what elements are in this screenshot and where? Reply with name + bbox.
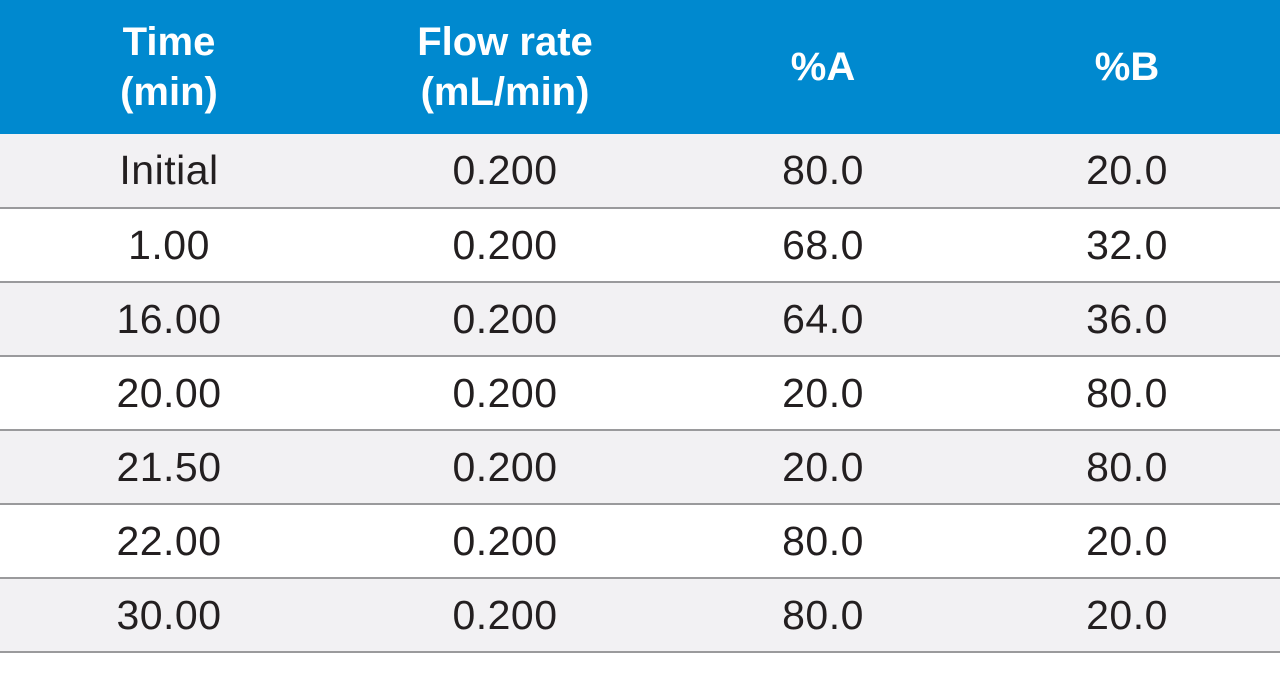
table-row: 21.50 0.200 20.0 80.0 [0,430,1280,505]
cell-percent-a: 80.0 [672,504,974,579]
cell-time: 20.00 [0,356,338,431]
table-row: 16.00 0.200 64.0 36.0 [0,282,1280,357]
header-percent-a-label: %A [790,45,856,89]
cell-percent-a: 68.0 [672,208,974,283]
cell-percent-b: 20.0 [974,578,1280,653]
table-row: 30.00 0.200 80.0 20.0 [0,578,1280,653]
cell-percent-a: 20.0 [672,430,974,505]
header-percent-b: %B [974,0,1280,134]
header-time-unit: (min) [120,70,218,114]
cell-flow-rate: 0.200 [338,208,672,283]
cell-percent-b: 80.0 [974,356,1280,431]
cell-percent-a: 64.0 [672,282,974,357]
header-percent-b-label: %B [1094,45,1160,89]
cell-percent-b: 20.0 [974,134,1280,209]
header-time-label: Time [122,20,216,64]
header-flow-rate-label: Flow rate [417,20,593,64]
cell-percent-b: 36.0 [974,282,1280,357]
cell-time: Initial [0,134,338,209]
cell-percent-b: 80.0 [974,430,1280,505]
cell-percent-a: 80.0 [672,578,974,653]
header-percent-a: %A [672,0,974,134]
header-flow-rate-unit: (mL/min) [420,70,590,114]
cell-flow-rate: 0.200 [338,578,672,653]
cell-percent-a: 20.0 [672,356,974,431]
table-row: 20.00 0.200 20.0 80.0 [0,356,1280,431]
cell-time: 16.00 [0,282,338,357]
header-flow-rate: Flow rate (mL/min) [338,0,672,134]
cell-time: 22.00 [0,504,338,579]
cell-flow-rate: 0.200 [338,134,672,209]
cell-flow-rate: 0.200 [338,430,672,505]
gradient-table: Time (min) Flow rate (mL/min) %A %B Init… [0,0,1280,653]
table-row: 22.00 0.200 80.0 20.0 [0,504,1280,579]
cell-time: 30.00 [0,578,338,653]
cell-percent-b: 32.0 [974,208,1280,283]
table-header: Time (min) Flow rate (mL/min) %A %B [0,0,1280,134]
cell-percent-b: 20.0 [974,504,1280,579]
cell-flow-rate: 0.200 [338,282,672,357]
cell-percent-a: 80.0 [672,134,974,209]
cell-flow-rate: 0.200 [338,504,672,579]
header-row: Time (min) Flow rate (mL/min) %A %B [0,0,1280,134]
table-row: 1.00 0.200 68.0 32.0 [0,208,1280,283]
cell-flow-rate: 0.200 [338,356,672,431]
table-row: Initial 0.200 80.0 20.0 [0,134,1280,209]
table-body: Initial 0.200 80.0 20.0 1.00 0.200 68.0 … [0,134,1280,653]
cell-time: 1.00 [0,208,338,283]
header-time: Time (min) [0,0,338,134]
cell-time: 21.50 [0,430,338,505]
